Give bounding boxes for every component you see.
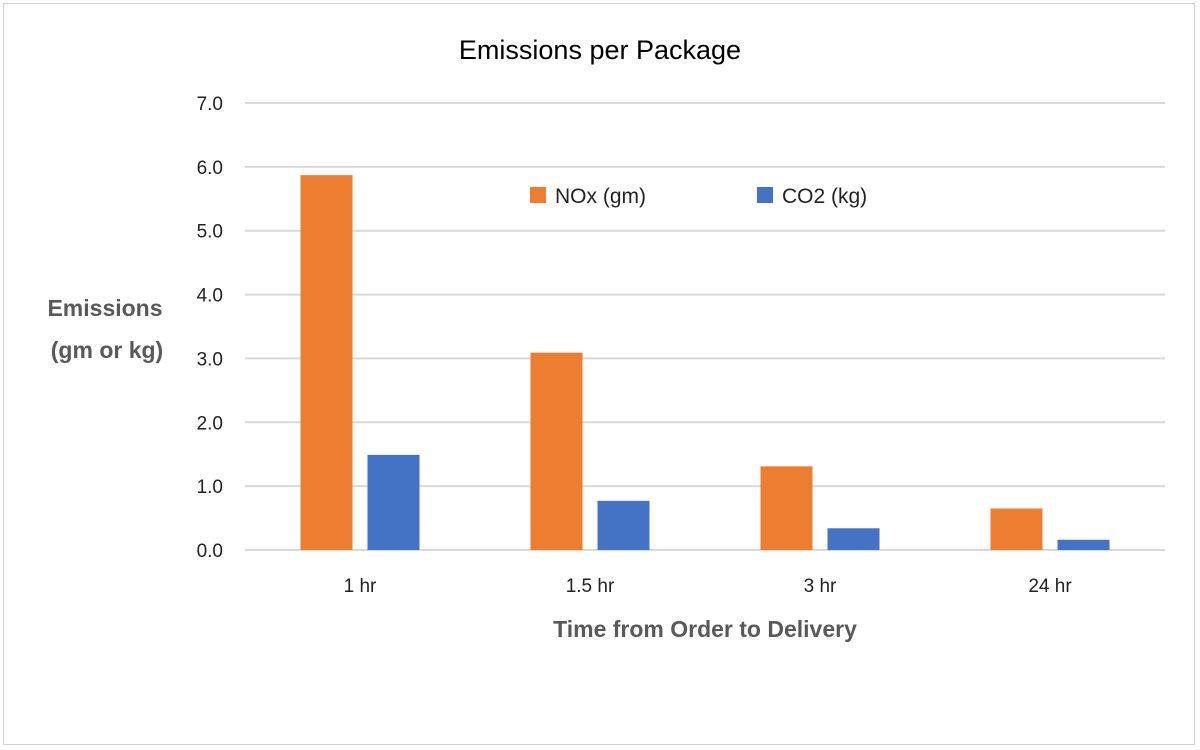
chart-title: Emissions per Package <box>459 35 741 65</box>
bar-nox <box>530 352 583 550</box>
y-tick-label: 6.0 <box>197 158 223 179</box>
bar-co2 <box>597 500 650 550</box>
x-tick-label: 24 hr <box>1028 576 1072 597</box>
y-axis-label-line2: (gm or kg) <box>51 337 163 363</box>
legend-label: CO2 (kg) <box>782 185 867 208</box>
legend-label: NOx (gm) <box>555 185 646 208</box>
y-tick-label: 2.0 <box>197 413 223 434</box>
bar-co2 <box>367 454 420 550</box>
y-tick-label: 4.0 <box>197 286 223 307</box>
y-tick-label: 3.0 <box>197 349 223 370</box>
legend-swatch <box>757 187 773 203</box>
bar-nox <box>990 508 1043 550</box>
y-tick-label: 0.0 <box>197 541 223 562</box>
bar-nox <box>760 466 813 550</box>
y-axis-label-line1: Emissions <box>47 295 162 321</box>
chart-frame <box>3 3 1195 745</box>
bar-nox <box>300 175 353 550</box>
x-tick-label: 1.5 hr <box>566 576 615 597</box>
bar-co2 <box>827 528 880 550</box>
y-tick-label: 1.0 <box>197 477 223 498</box>
x-tick-label: 1 hr <box>344 576 377 597</box>
x-tick-label: 3 hr <box>804 576 837 597</box>
bar-co2 <box>1057 539 1110 550</box>
y-tick-label: 7.0 <box>197 94 223 115</box>
x-axis-label: Time from Order to Delivery <box>553 616 857 642</box>
legend-swatch <box>530 187 546 203</box>
y-tick-label: 5.0 <box>197 222 223 243</box>
